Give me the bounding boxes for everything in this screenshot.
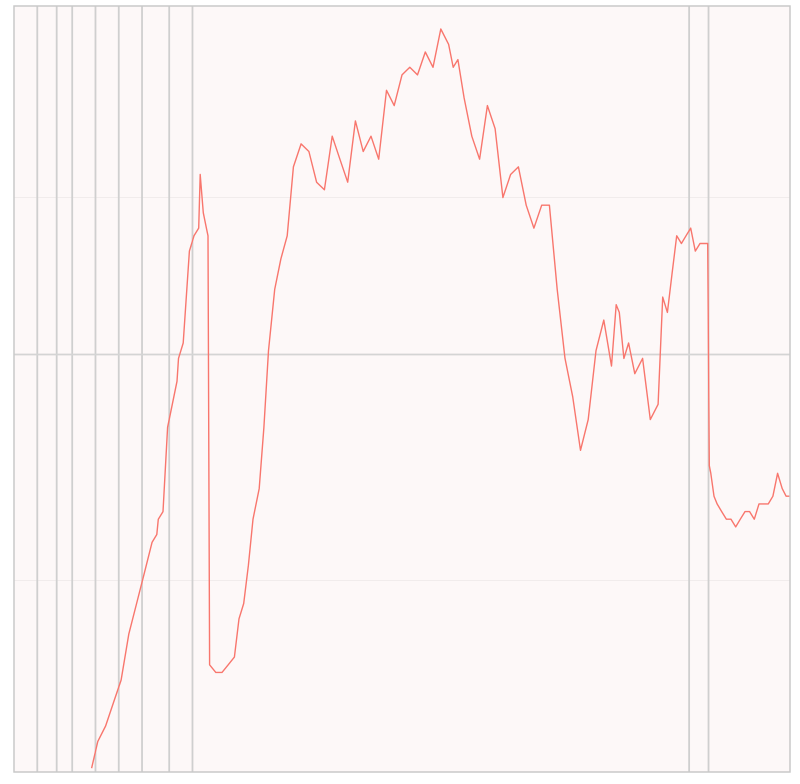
series-line-0 (90, 28, 790, 769)
series-layer (90, 28, 790, 769)
plot-frame (13, 5, 791, 773)
plot-background (14, 6, 790, 772)
minor-grid (14, 197, 790, 581)
